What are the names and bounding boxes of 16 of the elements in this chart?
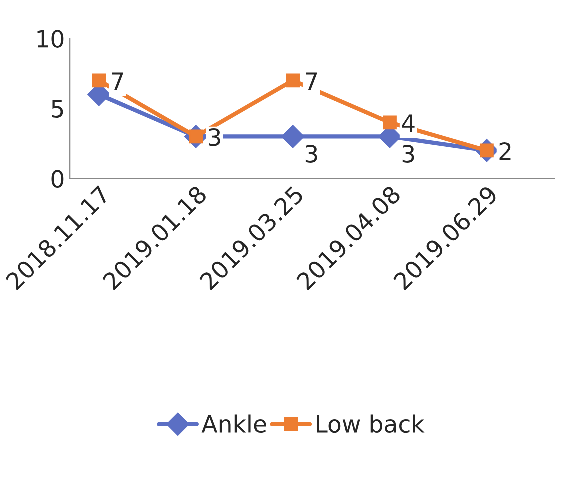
legend-label: Low back — [317, 414, 425, 434]
data-label: 3 — [402, 145, 414, 163]
point — [286, 74, 300, 88]
point — [92, 74, 106, 88]
legend-label: Ankle — [202, 414, 266, 434]
point — [282, 125, 305, 148]
data-label: 2 — [500, 142, 511, 160]
data-label: 3 — [306, 145, 318, 163]
data-label: 7 — [306, 72, 318, 90]
data-label: 4 — [402, 114, 415, 132]
point — [383, 116, 397, 130]
data-label: 3 — [209, 128, 220, 146]
data-label: 7 — [112, 72, 124, 90]
y-tick-label: 0 — [52, 170, 64, 188]
y-tick-label: 10 — [38, 30, 64, 48]
y-tick-label: 5 — [52, 100, 64, 118]
